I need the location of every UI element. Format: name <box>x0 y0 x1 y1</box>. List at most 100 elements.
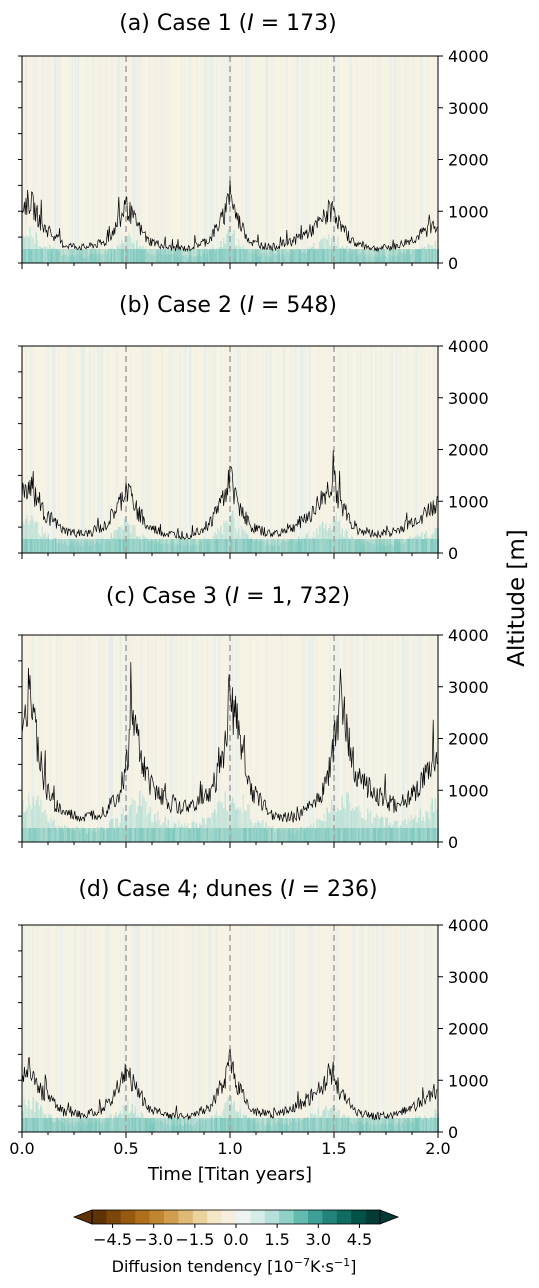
tendency-streak <box>108 635 110 842</box>
tendency-band <box>145 538 147 553</box>
tendency-streak <box>246 56 248 263</box>
tendency-streak <box>159 925 161 1132</box>
tendency-streak <box>28 925 30 1132</box>
tendency-surface <box>199 249 201 263</box>
tendency-band <box>89 828 91 842</box>
tendency-surface <box>377 249 379 263</box>
tendency-streak <box>151 346 153 553</box>
tendency-surface <box>370 249 372 263</box>
tendency-streak <box>385 346 387 553</box>
tendency-surface <box>286 1118 288 1132</box>
tendency-streak <box>211 346 213 553</box>
tendency-streak <box>285 925 287 1132</box>
tendency-surface <box>68 1118 70 1132</box>
tendency-streak <box>286 56 288 263</box>
tendency-band <box>370 253 372 263</box>
tendency-surface <box>181 828 183 842</box>
tendency-surface <box>79 539 81 553</box>
tendency-surface <box>137 539 139 553</box>
tendency-streak <box>429 346 431 553</box>
tendency-band <box>148 813 150 842</box>
tendency-surface <box>391 1118 393 1132</box>
tendency-band <box>406 539 408 553</box>
tendency-streak <box>364 346 366 553</box>
tendency-surface <box>238 1118 240 1132</box>
tendency-surface <box>113 539 115 553</box>
tendency-surface <box>356 539 358 553</box>
tendency-band <box>422 1120 424 1132</box>
tendency-band <box>68 255 70 263</box>
tendency-streak <box>53 346 55 553</box>
tendency-surface <box>314 828 316 842</box>
tendency-band <box>124 518 126 553</box>
tendency-streak <box>401 635 403 842</box>
tendency-surface <box>32 249 34 263</box>
tendency-streak <box>394 56 396 263</box>
tendency-streak <box>57 56 59 263</box>
tendency-surface <box>430 539 432 553</box>
tendency-surface <box>410 249 412 263</box>
tendency-surface <box>434 1118 436 1132</box>
tendency-band <box>152 540 154 553</box>
tendency-band <box>154 255 156 263</box>
tendency-streak <box>300 346 302 553</box>
y-tick-label: 1000 <box>448 492 489 511</box>
tendency-streak <box>58 346 60 553</box>
tendency-surface <box>323 539 325 553</box>
tendency-surface <box>398 1118 400 1132</box>
tendency-band <box>350 535 352 553</box>
tendency-band <box>131 1103 133 1132</box>
tendency-streak <box>306 925 309 1132</box>
tendency-band <box>350 810 352 842</box>
tendency-streak <box>99 346 101 553</box>
tendency-band <box>130 805 132 842</box>
tendency-surface <box>119 828 121 842</box>
tendency-band <box>253 253 255 263</box>
tendency-band <box>242 794 244 842</box>
panels: (a) Case 1 (I = 173)01000200030004000(b)… <box>18 11 489 1142</box>
tendency-surface <box>187 1118 189 1132</box>
tendency-streak <box>308 346 310 553</box>
tendency-streak <box>78 635 80 842</box>
tendency-surface <box>68 249 70 263</box>
tendency-streak <box>208 925 210 1132</box>
tendency-band <box>112 247 114 263</box>
tendency-surface <box>296 1118 298 1132</box>
tendency-surface <box>191 539 193 553</box>
tendency-streak <box>32 346 34 553</box>
tendency-surface <box>310 828 312 842</box>
tendency-surface <box>212 1118 214 1132</box>
tendency-surface <box>223 828 225 842</box>
tendency-band <box>358 254 360 263</box>
tendency-surface <box>271 249 273 263</box>
tendency-surface <box>307 539 309 553</box>
tendency-streak <box>33 635 35 842</box>
tendency-band <box>404 542 406 553</box>
tendency-surface <box>197 539 199 553</box>
tendency-surface <box>119 249 121 263</box>
tendency-streak <box>397 635 399 842</box>
tendency-surface <box>91 828 93 842</box>
tendency-surface <box>62 828 64 842</box>
tendency-surface <box>373 828 375 842</box>
tendency-surface <box>253 249 255 263</box>
tendency-band <box>196 544 198 553</box>
tendency-surface <box>269 1118 271 1132</box>
tendency-streak <box>407 56 409 263</box>
tendency-band <box>278 828 280 842</box>
tendency-surface <box>170 249 172 263</box>
tendency-band <box>122 1105 124 1132</box>
tendency-band <box>424 1115 426 1132</box>
tendency-band <box>316 528 318 553</box>
tendency-streak <box>134 925 136 1132</box>
tendency-surface <box>101 249 103 263</box>
tendency-surface <box>427 249 429 263</box>
tendency-band <box>415 815 417 842</box>
tendency-streak <box>375 346 377 553</box>
tendency-streak <box>307 56 309 263</box>
tendency-streak <box>56 56 58 263</box>
tendency-surface <box>86 539 88 553</box>
tendency-band <box>94 544 96 553</box>
tendency-surface <box>149 1118 151 1132</box>
tendency-surface <box>49 539 51 553</box>
